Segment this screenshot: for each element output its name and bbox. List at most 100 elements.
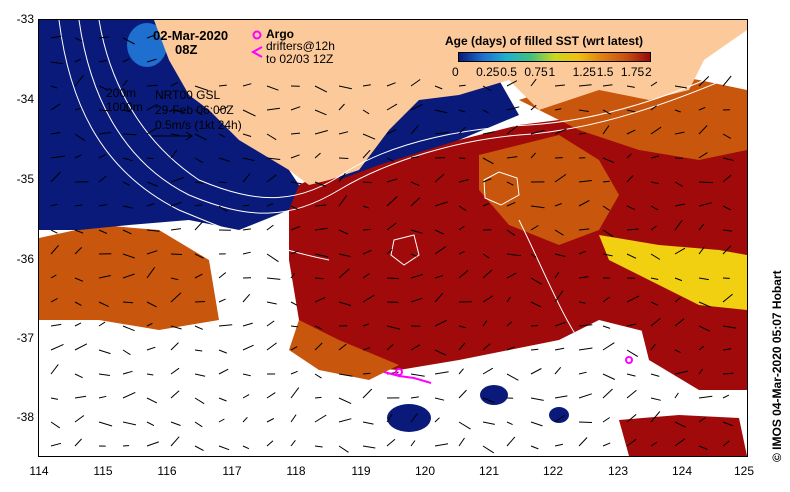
velocity-vector <box>674 131 685 135</box>
velocity-vector <box>314 277 324 280</box>
velocity-vector <box>314 204 327 207</box>
velocity-vector <box>626 175 634 183</box>
velocity-vector <box>290 226 300 231</box>
velocity-vector <box>482 320 488 327</box>
velocity-vector <box>146 58 157 63</box>
velocity-vector <box>146 397 158 404</box>
velocity-vector <box>74 301 82 306</box>
velocity-vector <box>506 421 513 426</box>
velocity-vector <box>602 229 614 238</box>
product-label: NRT00 GSL <box>155 88 221 102</box>
velocity-vector <box>410 181 420 187</box>
colorbar-tick-label: 0.5 <box>500 65 517 79</box>
velocity-vector <box>722 372 734 375</box>
velocity-vector <box>194 397 205 405</box>
velocity-vector <box>650 301 659 306</box>
sst-field-mid-south <box>289 320 399 380</box>
velocity-vector <box>626 373 636 377</box>
velocity-vector <box>338 373 353 377</box>
lat-label: -38 <box>16 410 34 424</box>
velocity-vector <box>74 133 86 142</box>
velocity-vector <box>362 228 371 231</box>
velocity-vector <box>722 348 732 351</box>
velocity-vector <box>98 229 108 234</box>
velocity-vector <box>362 388 373 399</box>
velocity-vector <box>530 421 543 427</box>
velocity-vector <box>602 342 615 351</box>
velocity-vector <box>362 323 369 327</box>
velocity-vector <box>362 372 371 375</box>
velocity-vector <box>338 445 349 453</box>
sst-field-fresh-band <box>339 80 519 180</box>
colorbar-title: Age (days) of filled SST (wrt latest) <box>445 34 644 48</box>
velocity-vector <box>362 205 369 209</box>
velocity-vector <box>194 133 207 141</box>
velocity-vector <box>50 323 62 327</box>
velocity-vector <box>194 373 206 377</box>
velocity-vector <box>122 421 137 426</box>
velocity-vector <box>506 106 520 111</box>
velocity-vector <box>338 397 352 405</box>
velocity-vector <box>674 219 683 231</box>
velocity-vector <box>386 178 398 183</box>
velocity-vector <box>530 225 539 231</box>
velocity-vector <box>674 85 688 89</box>
sst-field-old <box>289 100 747 370</box>
velocity-vector <box>386 249 393 255</box>
velocity-vector <box>530 368 542 375</box>
velocity-vector <box>266 440 274 447</box>
argo-marker-icon <box>252 30 262 40</box>
isobath-1000-label: 1000m <box>106 100 143 114</box>
velocity-vector <box>122 229 132 235</box>
velocity-vector <box>650 253 661 260</box>
sst-map[interactable] <box>38 19 748 457</box>
velocity-vector <box>338 343 347 351</box>
velocity-vector <box>506 436 516 447</box>
velocity-vector <box>458 179 470 183</box>
velocity-vector <box>698 417 706 423</box>
velocity-vector <box>482 367 494 375</box>
velocity-scale-label: 0.5m/s (1kt 24h) <box>155 118 242 132</box>
lon-label: 119 <box>351 464 371 478</box>
argo-float-marker <box>625 356 633 364</box>
velocity-vector <box>122 273 135 279</box>
velocity-vector <box>98 421 113 427</box>
velocity-vector <box>698 181 713 184</box>
velocity-vector <box>362 84 371 87</box>
velocity-vector <box>578 132 586 135</box>
velocity-vector <box>410 125 419 135</box>
lon-label: 122 <box>542 464 564 478</box>
velocity-vector <box>98 36 110 39</box>
velocity-vector <box>578 347 593 351</box>
velocity-vector <box>266 107 280 111</box>
velocity-vector <box>602 325 611 329</box>
colorbar-tick-label: 0.75 <box>524 65 548 79</box>
velocity-vector <box>602 84 613 87</box>
velocity-vector <box>98 132 111 135</box>
velocity-vector <box>314 396 322 399</box>
velocity-vector <box>50 155 65 159</box>
lon-label: 125 <box>733 464 755 478</box>
velocity-vector <box>50 132 61 135</box>
velocity-vector <box>266 392 276 399</box>
velocity-vector <box>674 392 679 399</box>
velocity-vector <box>290 250 299 255</box>
velocity-vector <box>722 421 734 427</box>
velocity-vector <box>554 395 568 399</box>
velocity-vector <box>674 109 681 113</box>
lat-label: -33 <box>16 12 34 26</box>
velocity-vector <box>506 229 516 236</box>
velocity-vector <box>722 75 732 87</box>
velocity-vector <box>602 109 612 115</box>
velocity-vector <box>554 108 562 111</box>
velocity-vector <box>146 103 158 111</box>
velocity-vector <box>122 157 133 162</box>
velocity-vector <box>410 156 419 159</box>
velocity-vector <box>146 346 156 351</box>
velocity-vector <box>218 84 227 87</box>
velocity-vector <box>362 273 370 279</box>
velocity-vector <box>122 325 135 332</box>
velocity-vector <box>410 373 425 377</box>
velocity-vector <box>626 85 635 88</box>
velocity-vector <box>626 349 639 358</box>
